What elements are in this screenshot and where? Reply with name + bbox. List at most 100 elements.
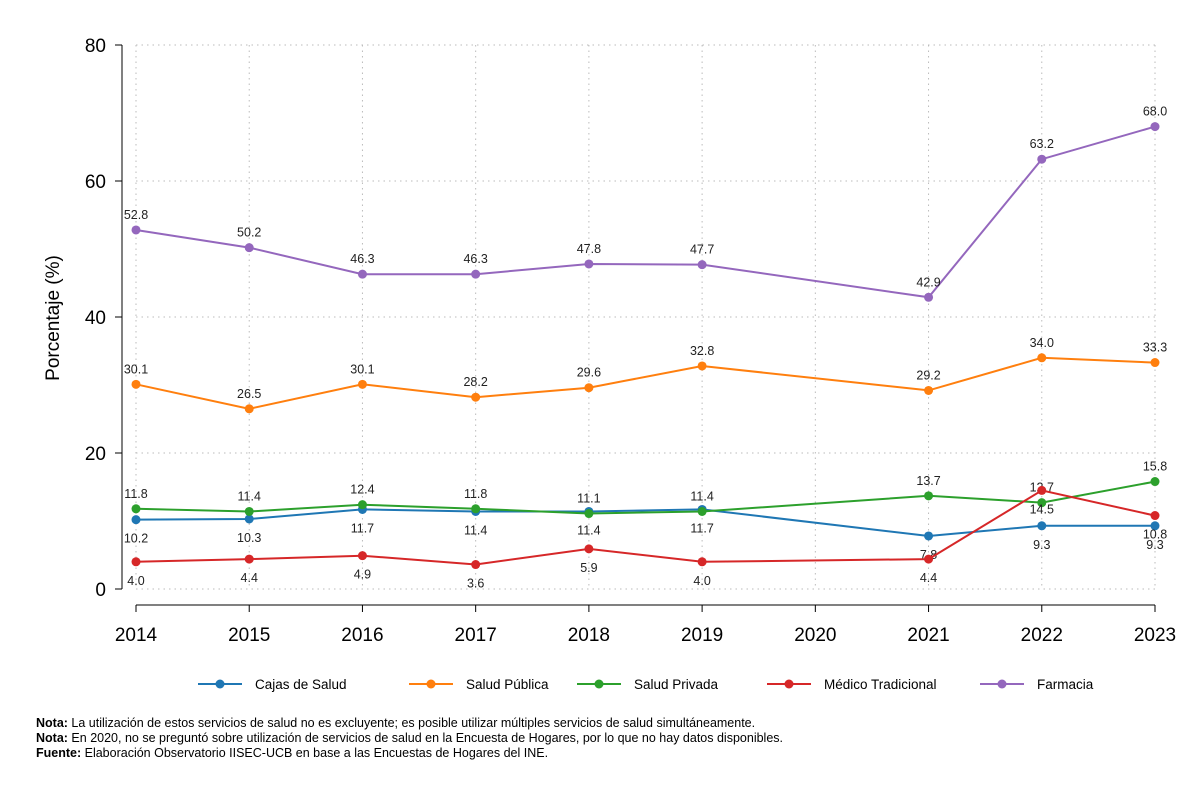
data-point [924,554,934,564]
series-salud-privada: 11.811.412.411.811.111.413.712.715.8 [124,460,1167,519]
grid-lines [135,44,1156,590]
data-point [1037,154,1047,164]
data-label: 68.0 [1143,105,1167,119]
data-point [584,259,594,269]
data-point [471,392,481,402]
data-label: 11.8 [124,487,147,501]
axes: 0 20 40 60 80 2014 2015 2016 2017 2018 2019 2020 202… [85,36,1176,646]
data-point [471,269,481,279]
data-point [1037,485,1047,495]
legend-swatch-marker [784,679,794,689]
x-tick-label: 2018 [568,625,610,646]
data-label: 13.7 [916,474,940,488]
data-label: 30.1 [350,362,374,376]
data-label: 47.8 [577,242,601,256]
data-point [1150,358,1160,368]
data-label: 11.7 [690,521,713,535]
y-tick-label: 80 [85,36,106,57]
x-tick-label: 2014 [115,625,158,646]
data-label: 10.2 [124,532,148,546]
series-line [135,125,1156,299]
data-point [471,504,481,514]
data-point [1150,521,1160,531]
series-salud-p-blica: 30.1 26.5 30.1 28.2 29.6 32.8 29.2 34.0 33.3 [124,336,1167,414]
footnotes: Nota: La utilización de estos servicios … [36,716,783,761]
legend: Cajas de Salud Salud Pública Salud Privada… [198,677,1094,692]
series-line [135,480,1156,515]
legend-label: Salud Privada [634,677,719,692]
data-label: 34.0 [1030,336,1054,350]
line-chart: 0 20 40 60 80 2014 2015 2016 2017 2018 2019 2020 202… [43,36,1176,692]
data-point [131,504,141,514]
data-point [131,225,141,235]
data-label: 63.2 [1030,137,1054,151]
data-point [244,506,254,516]
data-point [924,531,934,541]
data-label: 50.2 [237,226,261,240]
series-farmacia: 52.8 50.2 46.3 46.3 47.8 47.7 42.9 63.2 68.0 [124,105,1167,302]
data-point [1150,511,1160,521]
data-label: 4.9 [354,568,371,582]
x-tick-label: 2021 [907,625,949,646]
data-label: 26.5 [237,387,261,401]
data-label: 28.2 [463,375,487,389]
data-label: 10.8 [1143,528,1167,542]
data-point [697,361,707,371]
data-label: 29.2 [916,368,940,382]
data-point [924,385,934,395]
note-1: Nota: La utilización de estos servicios … [36,716,756,730]
data-point [584,509,594,519]
data-point [1037,498,1047,508]
data-label: 9.3 [1146,538,1163,552]
data-label: 11.4 [238,489,261,503]
data-label: 11.7 [351,521,374,535]
series-group: 10.210.311.711.411.411.77.89.39.330.126.… [124,105,1167,591]
series-line [135,489,1156,566]
data-point [357,269,367,279]
data-point [244,554,254,564]
legend-label: Farmacia [1037,677,1094,692]
data-point [584,383,594,393]
data-point [131,557,141,567]
data-label: 4.4 [241,571,258,585]
data-point [1150,122,1160,132]
data-label: 46.3 [463,252,487,266]
data-label: 29.6 [577,366,601,380]
data-point [1037,353,1047,363]
x-tick-label: 2017 [455,625,497,646]
data-label: 9.3 [1033,538,1050,552]
data-point [357,500,367,510]
data-label: 10.3 [237,531,261,545]
legend-swatch-marker [215,679,225,689]
data-label: 47.7 [690,243,714,257]
data-label: 12.4 [350,483,374,497]
data-label: 42.9 [916,275,940,289]
legend-label: Cajas de Salud [255,677,347,692]
data-point [697,260,707,270]
legend-swatch-marker [426,679,436,689]
data-point [584,544,594,554]
y-tick-label: 20 [85,444,106,465]
data-label: 3.6 [467,577,484,591]
legend-label: Salud Pública [466,677,549,692]
data-label: 33.3 [1143,341,1167,355]
source-note: Fuente: Elaboración Observatorio IISEC-U… [36,746,549,760]
data-point [1150,477,1160,487]
legend-swatch-marker [997,679,1007,689]
data-label: 11.4 [577,523,600,537]
legend-swatch-marker [594,679,604,689]
data-label: 11.8 [464,487,487,501]
legend-item: Farmacia [980,677,1094,692]
y-tick-label: 60 [85,172,106,193]
x-tick-label: 2023 [1134,625,1176,646]
y-tick-label: 0 [95,580,106,601]
data-point [244,404,254,414]
data-label: 30.1 [124,362,148,376]
x-tick-label: 2016 [341,625,383,646]
data-point [1037,521,1047,531]
data-label: 5.9 [580,561,597,575]
data-label: 4.0 [693,574,710,588]
data-point [131,515,141,525]
x-tick-label: 2015 [228,625,270,646]
x-tick-label: 2022 [1021,625,1063,646]
